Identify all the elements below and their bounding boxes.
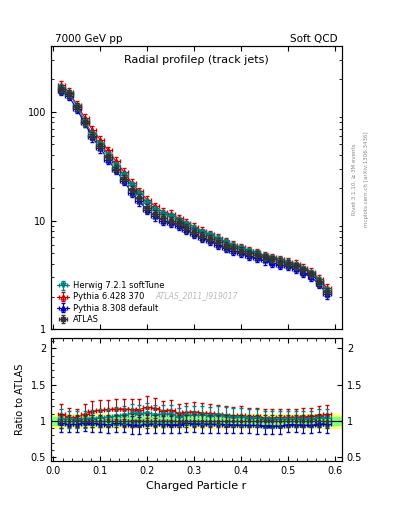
Y-axis label: Ratio to ATLAS: Ratio to ATLAS	[15, 364, 25, 435]
Text: Soft QCD: Soft QCD	[290, 33, 338, 44]
Text: 7000 GeV pp: 7000 GeV pp	[55, 33, 123, 44]
Bar	[51, 414, 342, 428]
Text: ATLAS_2011_I919017: ATLAS_2011_I919017	[155, 291, 238, 300]
X-axis label: Charged Particle r: Charged Particle r	[146, 481, 247, 491]
Text: Rivet 3.1.10, ≥ 3M events: Rivet 3.1.10, ≥ 3M events	[352, 143, 357, 215]
Legend: Herwig 7.2.1 softTune, Pythia 6.428 370, Pythia 8.308 default, ATLAS: Herwig 7.2.1 softTune, Pythia 6.428 370,…	[55, 280, 166, 325]
Bar	[51, 417, 342, 424]
Text: mcplots.cern.ch [arXiv:1306.3436]: mcplots.cern.ch [arXiv:1306.3436]	[364, 132, 369, 227]
Text: Radial profileρ (track jets): Radial profileρ (track jets)	[124, 55, 269, 65]
